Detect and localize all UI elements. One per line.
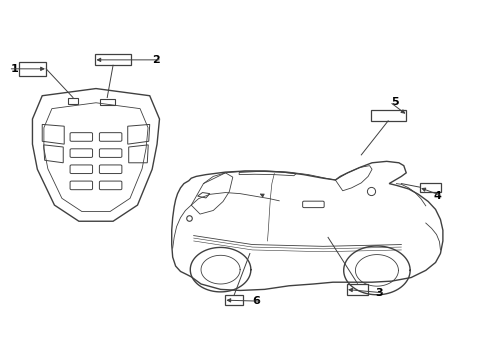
Bar: [19, 62, 46, 76]
Bar: [68, 98, 78, 104]
Text: 4: 4: [433, 191, 441, 201]
Bar: [225, 295, 243, 305]
Bar: [347, 284, 368, 295]
Text: 5: 5: [392, 97, 399, 107]
Text: 2: 2: [152, 55, 160, 65]
Bar: [100, 99, 115, 105]
Bar: [370, 110, 406, 121]
Bar: [96, 54, 131, 65]
Bar: [420, 183, 441, 192]
Text: 6: 6: [252, 296, 260, 306]
Text: 1: 1: [10, 64, 18, 74]
Text: 3: 3: [375, 288, 383, 298]
